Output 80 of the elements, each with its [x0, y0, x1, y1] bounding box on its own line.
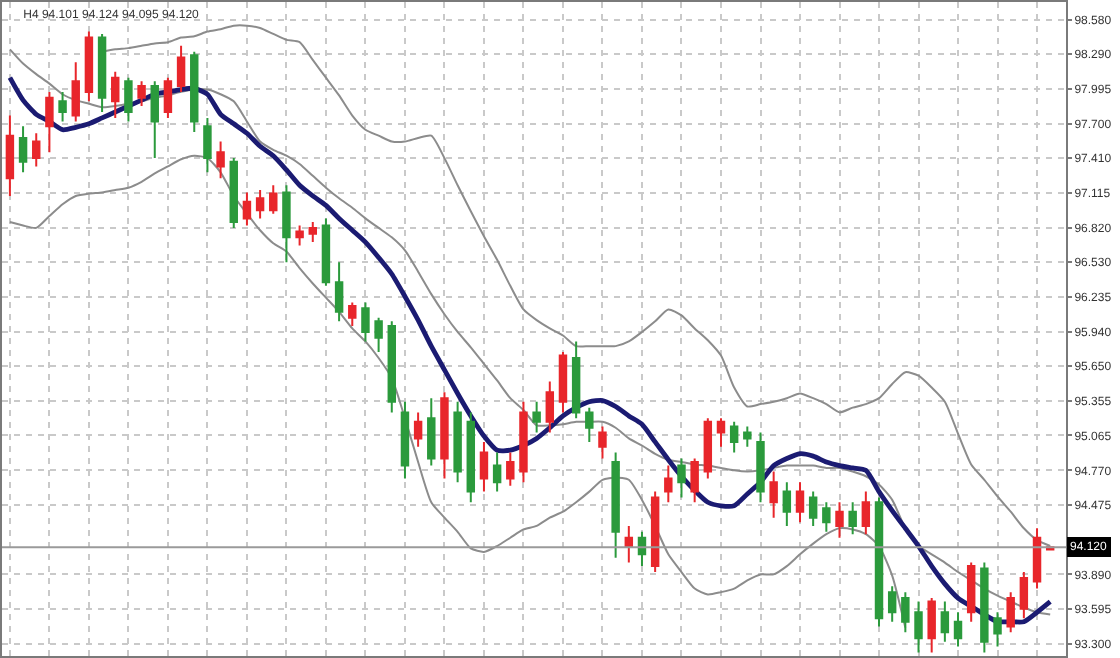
candlestick [901, 591, 910, 634]
candlestick [242, 191, 252, 227]
candlestick [848, 501, 857, 536]
candlestick [321, 217, 331, 287]
candlestick [874, 496, 884, 628]
candlestick [5, 114, 15, 197]
candlestick [269, 184, 278, 215]
candlestick [664, 464, 673, 504]
candlestick [413, 411, 423, 448]
candlestick [427, 397, 436, 467]
line-series [101, 24, 1052, 548]
candlestick [927, 597, 936, 654]
candlestick [84, 30, 94, 103]
candlestick [980, 561, 989, 654]
candlestick [255, 189, 265, 220]
candlestick [756, 431, 765, 504]
candlestick [216, 140, 225, 180]
candlestick [914, 600, 923, 654]
candlestick [690, 457, 699, 504]
candlestick [769, 470, 778, 519]
candlestick [571, 340, 581, 420]
candlestick [124, 76, 133, 123]
candlestick [348, 301, 357, 328]
candlestick [97, 32, 107, 113]
candlestick [71, 61, 80, 123]
candlestick [743, 425, 752, 448]
candlestick [453, 400, 462, 484]
candlestick [18, 125, 28, 174]
candlestick [808, 490, 818, 527]
candlestick [32, 132, 41, 168]
candlestick [137, 80, 146, 108]
candlestick [479, 440, 489, 493]
candlestick [519, 400, 528, 484]
candlestick [506, 451, 515, 487]
candlestick [387, 320, 396, 414]
candlestick [993, 611, 1002, 648]
candlestick [729, 420, 739, 454]
candlestick [295, 224, 304, 247]
candlestick [111, 70, 120, 119]
candlestick [308, 220, 317, 244]
candlestick [822, 501, 831, 533]
candlestick [611, 451, 620, 559]
candlestick [861, 490, 871, 536]
line-series [8, 154, 907, 629]
candlestick [940, 600, 950, 643]
candlestick [887, 585, 897, 623]
candlestick [492, 451, 502, 493]
candlestick [466, 411, 476, 504]
candlestick [545, 380, 555, 434]
candlestick [282, 184, 291, 264]
candlestick [782, 481, 792, 527]
candlestick [190, 50, 199, 134]
candlestick [440, 391, 449, 480]
candlestick [716, 417, 726, 448]
candlestick [1006, 591, 1015, 634]
candlestick [361, 301, 370, 343]
candlestick [835, 501, 844, 539]
candlestick [966, 561, 976, 623]
candlestick [150, 80, 159, 160]
candlestick [400, 400, 410, 480]
candlestick [229, 157, 238, 229]
candlestick [1032, 527, 1042, 590]
candlestick [163, 76, 173, 119]
candlestick [176, 44, 186, 93]
candlestick [624, 524, 634, 564]
candlestick [203, 116, 212, 174]
candlestick [677, 457, 686, 499]
candlestick [558, 351, 568, 414]
candlestick [58, 90, 67, 123]
candlestick [703, 417, 713, 480]
candlestick [795, 481, 805, 524]
candlestick [1019, 571, 1029, 620]
candlestick [334, 261, 344, 323]
candlestick [45, 90, 54, 154]
candlestick [532, 400, 541, 434]
candlestick [585, 406, 594, 443]
candlestick [598, 425, 607, 460]
candlestick [650, 490, 660, 574]
candlestick [374, 316, 383, 354]
candlestick [953, 611, 963, 648]
